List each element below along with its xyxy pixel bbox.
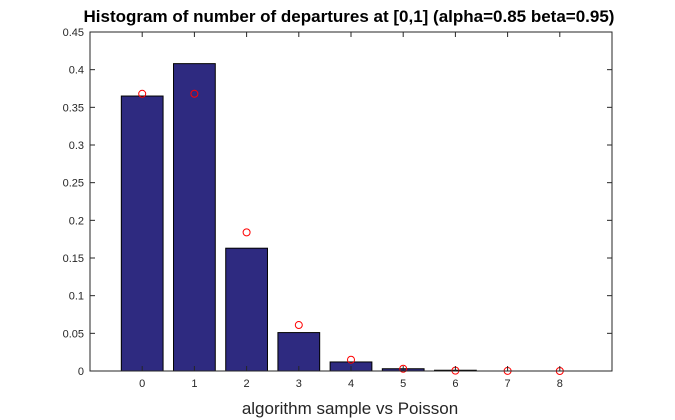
y-tick-label: 0.45 (63, 27, 84, 39)
poisson-marker-4 (347, 355, 355, 364)
x-tick-label: 6 (452, 378, 458, 390)
poisson-marker-3 (294, 321, 303, 330)
y-tick-label: 0.2 (69, 215, 84, 227)
x-tick-label: 3 (296, 378, 302, 390)
poisson-marker-0 (138, 89, 147, 98)
x-tick-label: 0 (139, 378, 145, 390)
plot-area-background (90, 32, 612, 371)
y-tick-labels: 0 0.05 0.1 0.15 0.2 0.25 0.3 0.35 0.4 0.45 (63, 27, 84, 378)
x-tick-label: 5 (400, 378, 406, 390)
axes-layer (89, 31, 613, 372)
poisson-marker-1 (190, 89, 199, 98)
x-tick-label: 2 (244, 378, 250, 390)
poisson-marker-5 (399, 364, 408, 373)
y-tick-label: 0.4 (69, 65, 84, 77)
bar-3 (277, 332, 321, 372)
y-tick-label: 0.25 (63, 178, 84, 190)
x-tick-labels: 0 1 2 3 4 5 6 7 8 (139, 378, 563, 390)
x-tick-label: 4 (348, 378, 354, 390)
chart-title: Histogram of number of departures at [0,… (84, 7, 615, 26)
y-tick-label: 0.15 (63, 253, 84, 265)
y-tick-label: 0 (78, 366, 84, 378)
bar-0 (120, 95, 164, 372)
y-tick-label: 0.3 (69, 140, 84, 152)
x-axis-label: algorithm sample vs Poisson (242, 399, 458, 418)
x-tick-label: 7 (505, 378, 511, 390)
y-tick-label: 0.35 (63, 102, 84, 114)
poisson-marker-2 (242, 228, 251, 237)
x-tick-label: 1 (191, 378, 197, 390)
y-tick-label: 0.05 (63, 328, 84, 340)
bar-2 (225, 247, 268, 372)
bar-1 (173, 63, 216, 372)
x-tick-label: 8 (557, 378, 563, 390)
y-tick-label: 0.1 (69, 291, 84, 303)
